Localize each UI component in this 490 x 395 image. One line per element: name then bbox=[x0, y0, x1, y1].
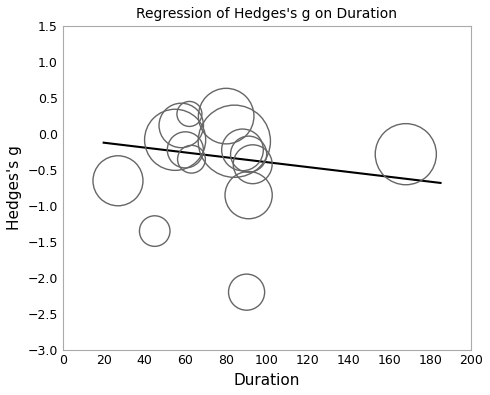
Point bbox=[245, 151, 252, 157]
Title: Regression of Hedges's g on Duration: Regression of Hedges's g on Duration bbox=[137, 7, 397, 21]
Point bbox=[245, 192, 252, 198]
Point bbox=[151, 228, 159, 234]
Point bbox=[181, 147, 189, 153]
Point bbox=[186, 111, 194, 117]
Point bbox=[239, 147, 246, 153]
Y-axis label: Hedges's g: Hedges's g bbox=[7, 145, 22, 230]
Point bbox=[222, 113, 230, 119]
Point bbox=[177, 122, 185, 129]
Point bbox=[188, 156, 196, 162]
Point bbox=[114, 178, 122, 184]
Point bbox=[171, 137, 179, 143]
Point bbox=[249, 161, 257, 167]
Point bbox=[243, 289, 250, 295]
Point bbox=[402, 151, 410, 157]
X-axis label: Duration: Duration bbox=[234, 373, 300, 388]
Point bbox=[230, 138, 238, 145]
